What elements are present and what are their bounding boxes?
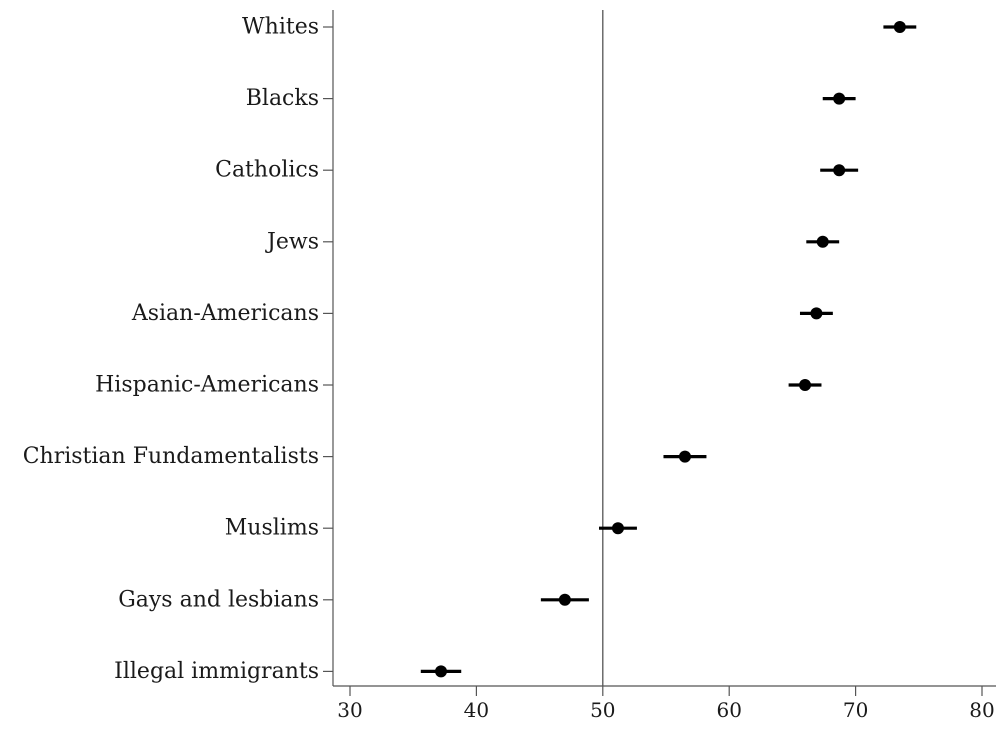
category-label: Jews: [265, 229, 319, 254]
data-point: [833, 92, 846, 105]
x-axis: 30 40 50 60 70 80: [333, 685, 996, 722]
y-axis: Whites Blacks Catholics Jews Asian-Americans…: [23, 10, 334, 686]
x-tick-label: 50: [590, 698, 615, 722]
category-label: Catholics: [215, 158, 319, 183]
category-label: Illegal immigrants: [114, 659, 319, 684]
data-marks: [420, 21, 917, 678]
data-point: [816, 235, 829, 248]
category-label: Asian-Americans: [131, 301, 319, 326]
category-label: Whites: [242, 15, 319, 40]
data-point: [435, 665, 448, 678]
category-label: Gays and lesbians: [118, 587, 319, 612]
data-point: [678, 450, 691, 463]
category-label: Christian Fundamentalists: [23, 444, 319, 469]
x-tick-label: 40: [464, 698, 489, 722]
x-tick-label: 80: [969, 698, 994, 722]
data-point: [810, 307, 823, 320]
category-label: Blacks: [246, 86, 319, 111]
data-point: [833, 164, 846, 177]
x-tick-label: 60: [716, 698, 741, 722]
category-label: Muslims: [225, 516, 319, 541]
x-tick-label: 30: [337, 698, 362, 722]
data-point: [558, 593, 571, 606]
x-tick-label: 70: [843, 698, 868, 722]
category-label: Hispanic-Americans: [95, 373, 319, 398]
data-point: [799, 379, 812, 391]
data-point: [893, 21, 906, 33]
data-point: [611, 522, 624, 535]
